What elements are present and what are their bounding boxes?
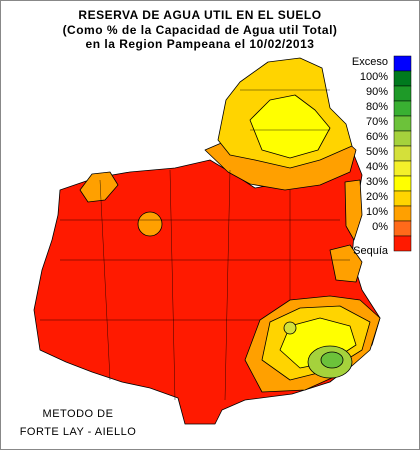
legend-swatch	[393, 100, 412, 117]
legend-swatch	[393, 70, 412, 87]
legend-label: 100%	[360, 71, 388, 83]
legend-swatch	[393, 55, 412, 72]
legend-label: 0%	[372, 221, 388, 233]
legend-label: 80%	[366, 101, 388, 113]
legend-swatch	[393, 220, 412, 237]
title: RESERVA DE AGUA UTIL EN EL SUELO	[78, 8, 321, 22]
map	[33, 57, 381, 425]
legend-swatch	[393, 115, 412, 132]
legend-label: 20%	[366, 191, 388, 203]
legend-label: 10%	[366, 206, 388, 218]
legend-label: 30%	[366, 176, 388, 188]
legend-swatch	[393, 190, 412, 207]
subtitle: (Como % de la Capacidad de Agua util Tot…	[63, 23, 338, 37]
legend-label: 70%	[366, 116, 388, 128]
legend-swatch	[393, 160, 412, 177]
legend-swatch	[393, 85, 412, 102]
legend-swatch	[393, 205, 412, 222]
legend-label: Sequía	[353, 245, 389, 257]
footer-text: FORTE LAY - AIELLO	[20, 426, 137, 438]
legend: Exceso 100% 90% 80% 70% 60% 50% 40% 30% 20% 10% 0% S…	[352, 55, 412, 257]
legend-label: 60%	[366, 131, 388, 143]
legend-label: 90%	[366, 86, 388, 98]
footer-text: METODO DE	[43, 408, 114, 420]
legend-label: 40%	[366, 161, 388, 173]
legend-label: 50%	[366, 146, 388, 158]
legend-swatch	[393, 130, 412, 147]
legend-swatch	[393, 175, 412, 192]
legend-swatch	[393, 145, 412, 162]
legend-label: Exceso	[352, 56, 388, 68]
legend-swatch	[393, 235, 412, 252]
subtitle: en la Region Pampeana el 10/02/2013	[86, 37, 315, 51]
